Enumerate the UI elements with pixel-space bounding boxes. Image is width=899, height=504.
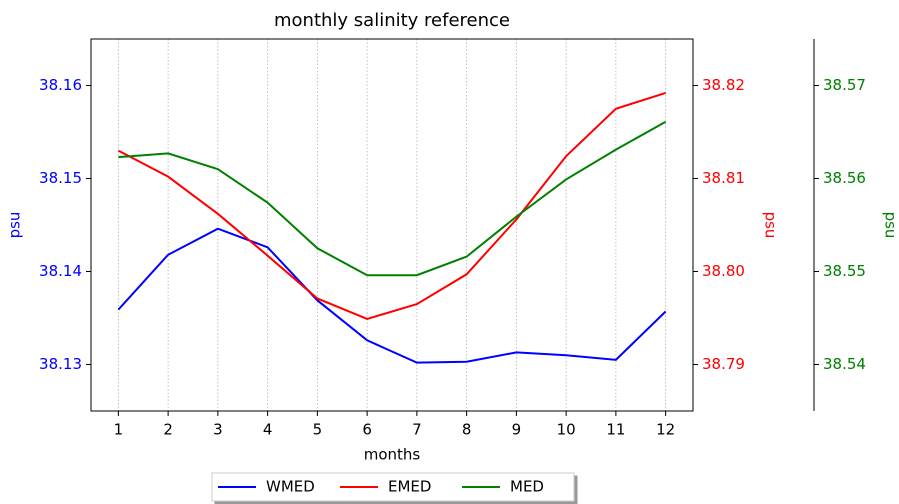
y2-tick-label: 38.82 xyxy=(702,76,745,94)
x-tick-label: 2 xyxy=(163,421,173,439)
y3-tick-label: 38.55 xyxy=(823,262,866,280)
legend-label: WMED xyxy=(266,478,315,496)
y-tick-label: 38.15 xyxy=(39,169,82,187)
series-line xyxy=(118,120,667,277)
y3-tick-label: 38.57 xyxy=(823,76,866,94)
y-tick-label: 38.14 xyxy=(39,262,82,280)
x-tick-label: 5 xyxy=(313,421,323,439)
y-tick-label: 38.16 xyxy=(39,76,82,94)
series-line xyxy=(117,91,666,320)
x-tick-label: 4 xyxy=(263,421,273,439)
x-tick-label: 7 xyxy=(412,421,422,439)
plot-lines xyxy=(117,91,667,364)
x-tick-label: 6 xyxy=(362,421,372,439)
y3-tick-label: 38.56 xyxy=(823,169,866,187)
x-tick-label: 9 xyxy=(512,421,522,439)
grid xyxy=(117,39,667,411)
legend xyxy=(211,472,575,502)
y3-axis-label: psu xyxy=(882,212,899,239)
y2-tick-label: 38.81 xyxy=(702,169,745,187)
legend-label: EMED xyxy=(388,478,431,496)
chart-title: monthly salinity reference xyxy=(274,10,510,31)
y2-axis-label: psu xyxy=(762,212,780,239)
x-tick-label: 1 xyxy=(114,421,124,439)
x-axis-label: months xyxy=(364,446,421,464)
y2-tick-label: 38.80 xyxy=(702,262,745,280)
x-tick-label: 10 xyxy=(557,421,576,439)
x-tick-label: 12 xyxy=(656,421,675,439)
legend-label: MED xyxy=(510,478,544,496)
plot-frame xyxy=(90,38,694,412)
y-tick-label: 38.13 xyxy=(39,355,82,373)
legend-entries: WMED EMED MED xyxy=(218,478,544,496)
y-axis-label: psu xyxy=(6,212,24,239)
x-tick-label: 11 xyxy=(606,421,625,439)
x-tick-label: 3 xyxy=(213,421,223,439)
series-line xyxy=(117,227,667,364)
x-tick-label: 8 xyxy=(462,421,472,439)
y2-tick-label: 38.79 xyxy=(702,355,745,373)
y3-tick-label: 38.54 xyxy=(823,355,866,373)
